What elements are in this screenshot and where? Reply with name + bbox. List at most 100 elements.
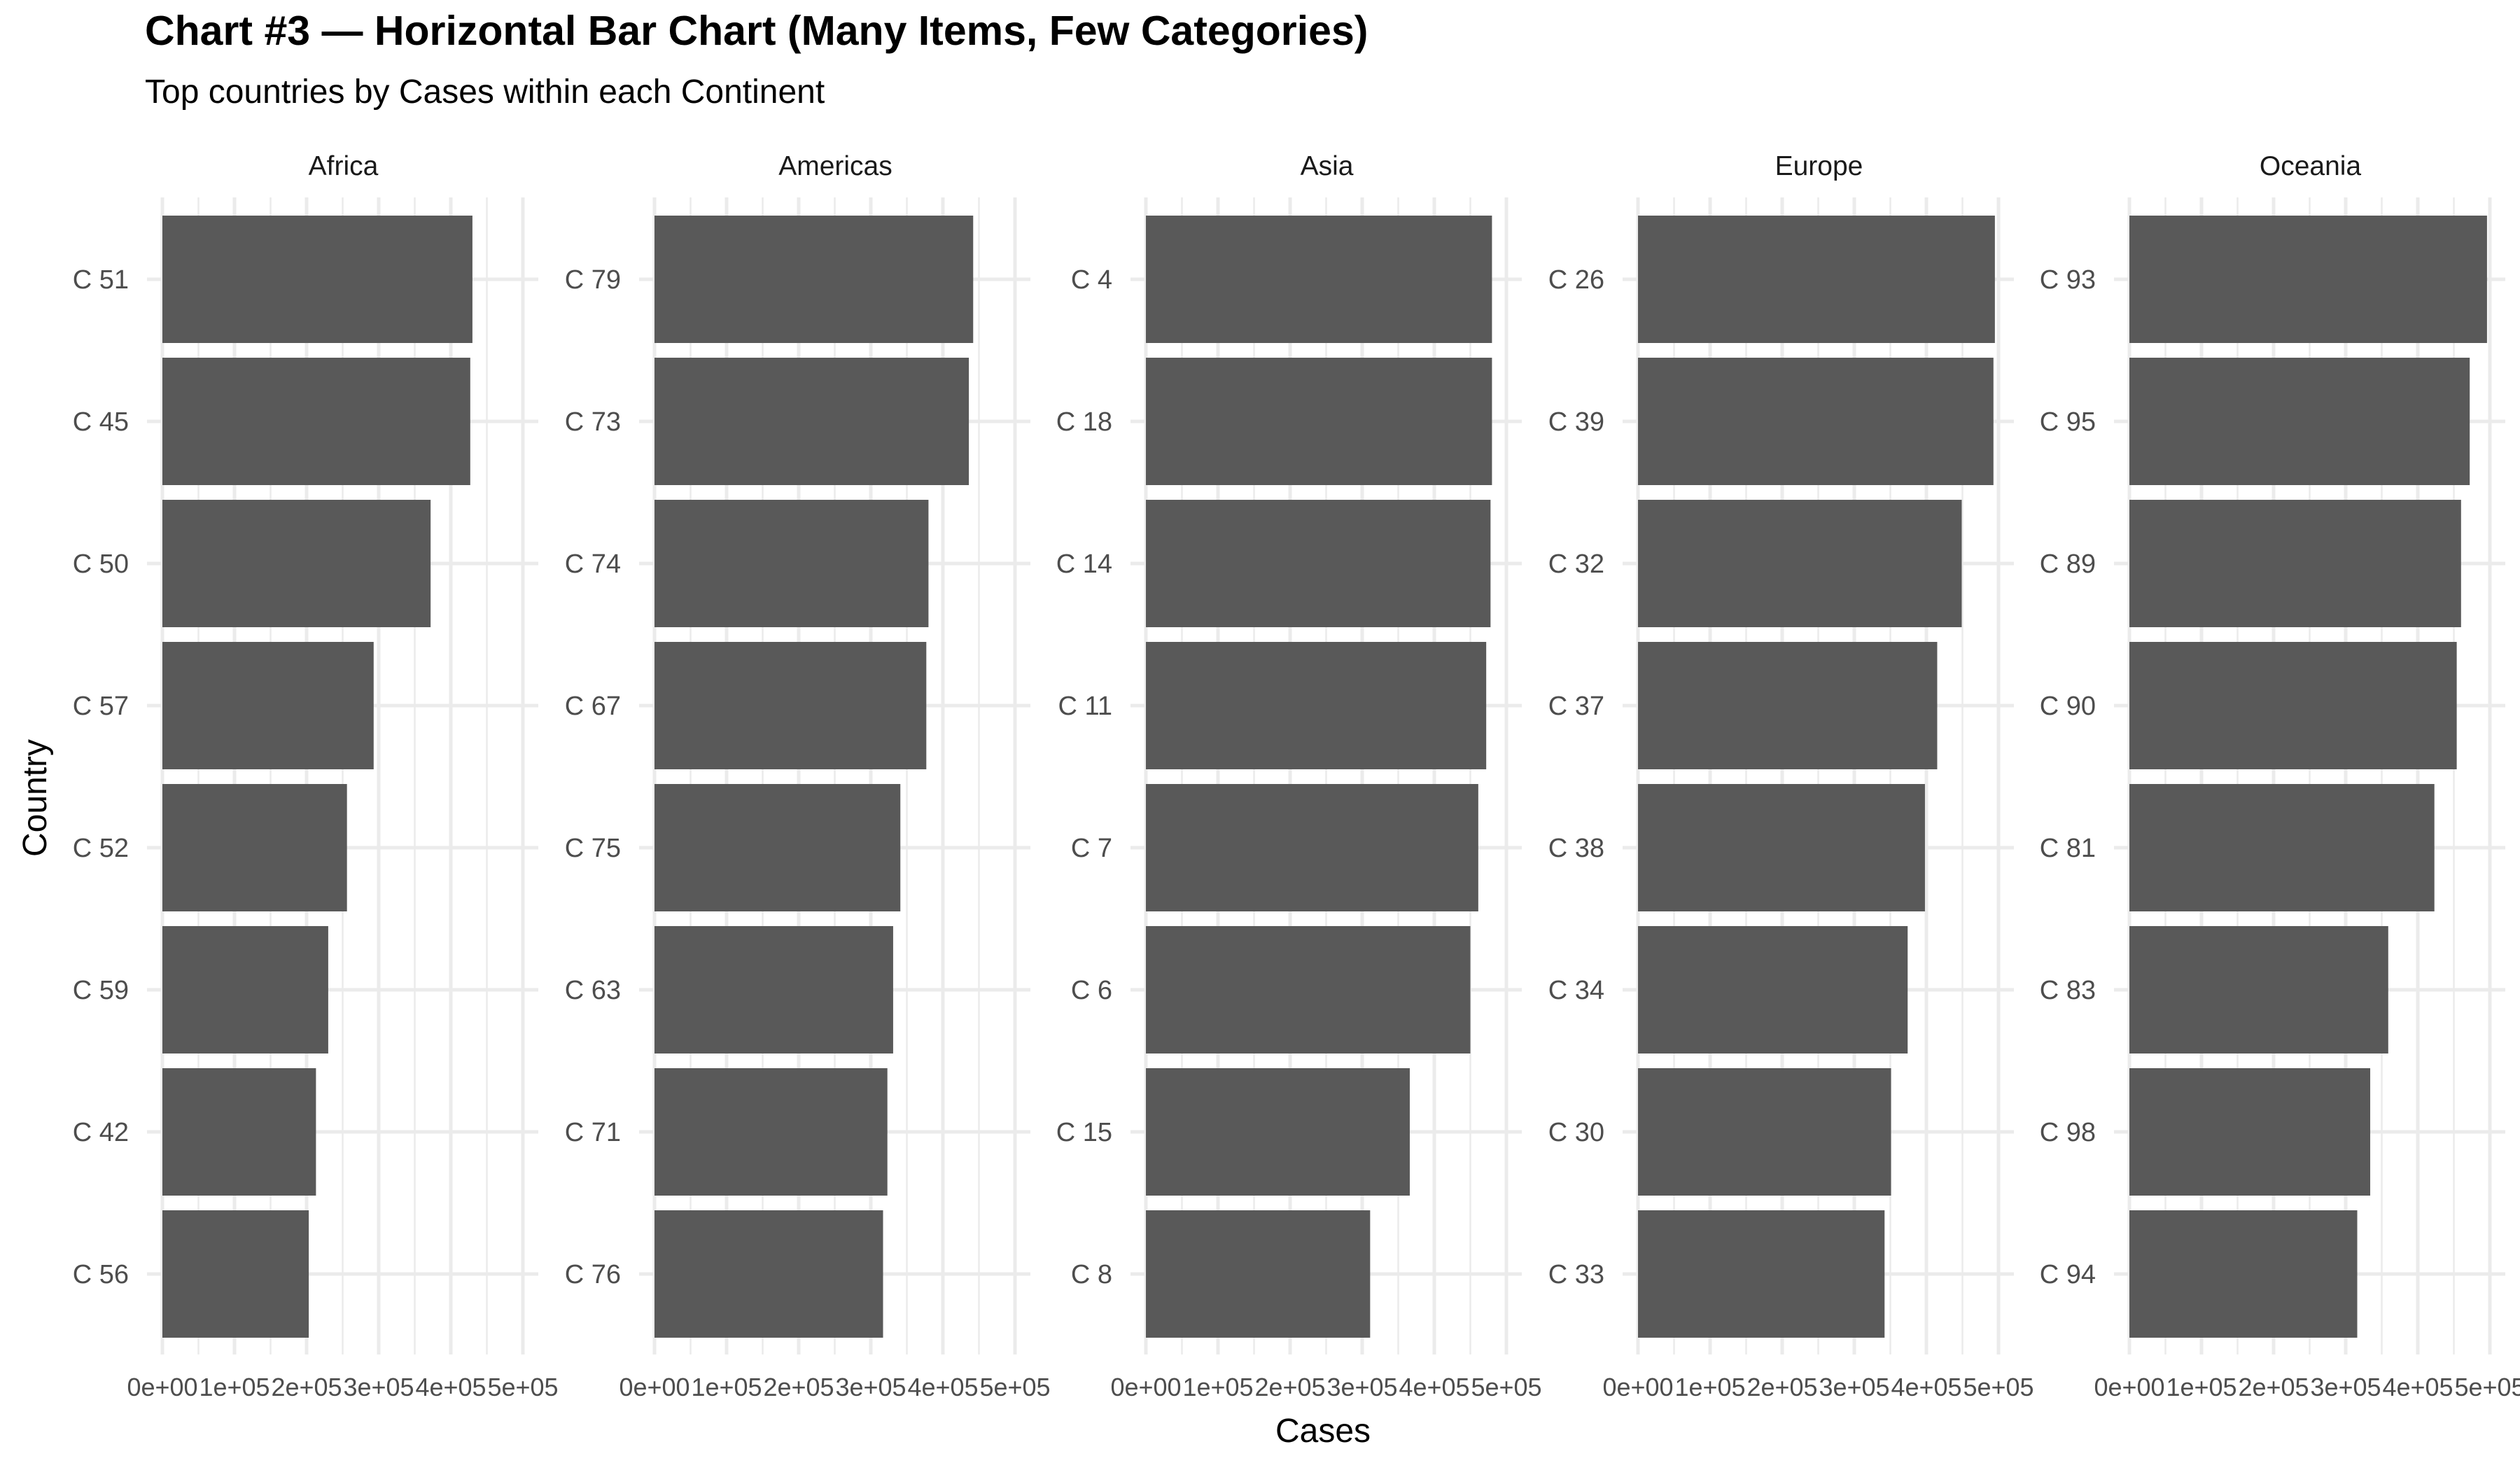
bar <box>1146 500 1491 627</box>
x-tick-label: 5e+05 <box>979 1373 1050 1401</box>
bar <box>1146 216 1492 343</box>
bar <box>2129 358 2470 485</box>
y-tick-label: C 52 <box>73 834 129 863</box>
bar <box>1146 642 1487 769</box>
facet-panel-oceania: C 93 C 95 C 89 C 90 C 81 C 83 C 98 C 94 0e+00 1e+… <box>2040 151 2520 1401</box>
x-tick-label: 2e+05 <box>763 1373 834 1401</box>
bar <box>1638 216 1995 343</box>
bar <box>1638 1068 1891 1196</box>
y-tick-label: C 74 <box>565 550 621 579</box>
bar <box>654 216 974 343</box>
x-tick-label: 1e+05 <box>2166 1373 2236 1401</box>
facet-panel-africa: C 51 C 45 C 50 C 57 C 52 C 59 C 42 C 56 0e+00 1e+… <box>73 151 559 1401</box>
bar <box>162 358 470 485</box>
bar <box>2129 1210 2358 1338</box>
facet-strip-label: Europe <box>1775 151 1863 181</box>
bar <box>2129 642 2457 769</box>
chart-title: Chart #3 — Horizontal Bar Chart (Many It… <box>145 8 1368 54</box>
y-tick-label: C 59 <box>73 976 129 1005</box>
bar <box>162 1068 316 1196</box>
x-tick-label: 3e+05 <box>343 1373 414 1401</box>
y-tick-label: C 34 <box>1548 976 1604 1005</box>
y-tick-label: C 76 <box>565 1260 621 1289</box>
bar <box>1146 784 1478 911</box>
x-tick-label: 1e+05 <box>691 1373 762 1401</box>
y-tick-label: C 30 <box>1548 1118 1604 1147</box>
bar <box>654 500 929 627</box>
bar <box>654 926 893 1054</box>
y-tick-label: C 79 <box>565 265 621 295</box>
x-tick-label: 1e+05 <box>1674 1373 1745 1401</box>
y-tick-label: C 93 <box>2040 265 2096 295</box>
y-axis-title: Country <box>17 739 54 857</box>
bar <box>654 642 927 769</box>
bar <box>2129 500 2461 627</box>
y-tick-label: C 14 <box>1056 550 1112 579</box>
bar <box>1146 1210 1371 1338</box>
facet-panel-asia: C 4 C 18 C 14 C 11 C 7 C 6 C 15 C 8 0e+00 1e+05 2e… <box>1056 151 1542 1401</box>
bar <box>2129 216 2487 343</box>
bar <box>1638 358 1994 485</box>
x-tick-label: 0e+00 <box>1602 1373 1673 1401</box>
x-tick-label: 0e+00 <box>619 1373 690 1401</box>
bar <box>654 1210 883 1338</box>
x-tick-label: 4e+05 <box>1399 1373 1469 1401</box>
y-tick-label: C 15 <box>1056 1118 1112 1147</box>
y-tick-label: C 75 <box>565 834 621 863</box>
x-tick-label: 3e+05 <box>1326 1373 1397 1401</box>
facet-strip-label: Africa <box>309 151 379 181</box>
bar <box>1638 784 1925 911</box>
y-tick-label: C 63 <box>565 976 621 1005</box>
y-tick-label: C 56 <box>73 1260 129 1289</box>
x-tick-label: 2e+05 <box>271 1373 342 1401</box>
x-axis-title: Cases <box>1275 1413 1371 1450</box>
bar <box>654 1068 888 1196</box>
x-tick-label: 5e+05 <box>487 1373 558 1401</box>
y-tick-label: C 37 <box>1548 692 1604 721</box>
bar <box>1146 358 1492 485</box>
x-tick-label: 2e+05 <box>2238 1373 2309 1401</box>
y-tick-label: C 18 <box>1056 407 1112 437</box>
chart-subtitle: Top countries by Cases within each Conti… <box>145 74 825 111</box>
bar <box>162 1210 309 1338</box>
y-tick-label: C 45 <box>73 407 129 437</box>
x-tick-label: 4e+05 <box>907 1373 978 1401</box>
facet-strip-label: Americas <box>778 151 892 181</box>
x-tick-label: 3e+05 <box>2310 1373 2381 1401</box>
y-tick-label: C 50 <box>73 550 129 579</box>
x-tick-label: 1e+05 <box>1182 1373 1253 1401</box>
y-tick-label: C 7 <box>1071 834 1112 863</box>
y-tick-label: C 11 <box>1058 692 1112 721</box>
y-tick-label: C 90 <box>2040 692 2096 721</box>
x-tick-label: 4e+05 <box>1891 1373 1961 1401</box>
bar <box>1638 642 1938 769</box>
facet-panel-europe: C 26 C 39 C 32 C 37 C 38 C 34 C 30 C 33 0e+00 1e+… <box>1548 151 2034 1401</box>
x-tick-label: 0e+00 <box>2094 1373 2164 1401</box>
x-tick-label: 1e+05 <box>199 1373 270 1401</box>
x-tick-label: 2e+05 <box>1746 1373 1817 1401</box>
bar <box>654 784 901 911</box>
bar <box>1146 926 1471 1054</box>
bar <box>162 642 374 769</box>
bar <box>1638 1210 1885 1338</box>
y-tick-label: C 71 <box>565 1118 621 1147</box>
y-tick-label: C 98 <box>2040 1118 2096 1147</box>
x-tick-label: 0e+00 <box>127 1373 197 1401</box>
y-tick-label: C 81 <box>2040 834 2096 863</box>
facet-panel-americas: C 79 C 73 C 74 C 67 C 75 C 63 C 71 C 76 0e+00 1e+… <box>565 151 1051 1401</box>
y-tick-label: C 38 <box>1548 834 1604 863</box>
x-tick-label: 0e+00 <box>1110 1373 1181 1401</box>
y-tick-label: C 57 <box>73 692 129 721</box>
y-tick-label: C 94 <box>2040 1260 2096 1289</box>
x-tick-label: 5e+05 <box>1963 1373 2033 1401</box>
y-tick-label: C 42 <box>73 1118 129 1147</box>
y-tick-label: C 4 <box>1071 265 1112 295</box>
bar <box>654 358 969 485</box>
y-tick-label: C 89 <box>2040 550 2096 579</box>
y-tick-label: C 26 <box>1548 265 1604 295</box>
y-tick-label: C 95 <box>2040 407 2096 437</box>
y-tick-label: C 83 <box>2040 976 2096 1005</box>
y-tick-label: C 8 <box>1071 1260 1112 1289</box>
